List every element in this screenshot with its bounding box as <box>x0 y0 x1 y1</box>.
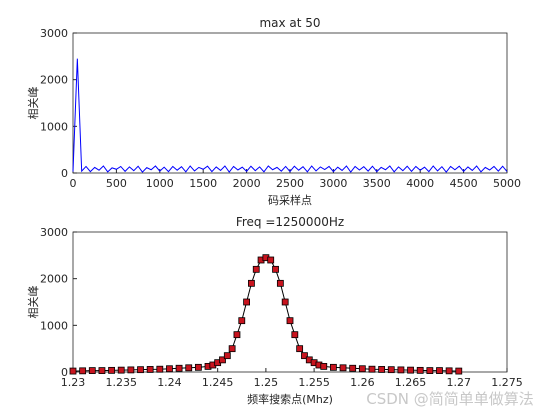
x-tick-label: 1.27 <box>447 376 472 389</box>
data-marker <box>175 364 183 372</box>
data-marker <box>267 256 275 264</box>
x-tick-label: 3000 <box>319 177 347 190</box>
x-tick-label: 4000 <box>406 177 434 190</box>
data-marker <box>387 366 395 374</box>
data-marker <box>436 367 443 375</box>
data-marker <box>219 356 226 364</box>
x-tick-label: 5000 <box>493 177 521 190</box>
axes-box <box>72 231 508 373</box>
y-tick-label: 0 <box>61 167 68 180</box>
data-marker <box>223 352 231 360</box>
data-line <box>72 58 508 173</box>
x-tick-label: 1.24 <box>157 376 182 389</box>
data-marker <box>79 367 87 375</box>
data-marker <box>407 366 414 374</box>
x-tick-label: 4500 <box>450 177 478 190</box>
x-tick-label: 1.275 <box>491 376 523 389</box>
x-axis-label: 频率搜索点(Mhz) <box>247 392 333 406</box>
data-marker <box>329 363 337 371</box>
data-marker <box>127 366 135 374</box>
x-tick-label: 3500 <box>363 177 391 190</box>
data-marker <box>349 364 357 372</box>
x-tick-label: 2500 <box>276 177 304 190</box>
data-marker <box>416 366 424 374</box>
x-tick-label: 1.235 <box>105 376 137 389</box>
data-marker <box>137 366 144 374</box>
data-marker <box>248 279 255 287</box>
data-marker <box>156 365 164 373</box>
x-tick-label: 2000 <box>233 177 261 190</box>
data-marker <box>185 364 193 372</box>
data-marker <box>281 298 289 306</box>
y-tick-label: 1000 <box>40 120 68 133</box>
x-tick-label: 1500 <box>189 177 217 190</box>
data-marker <box>228 345 236 353</box>
data-marker <box>301 352 308 360</box>
data-marker <box>194 363 202 371</box>
x-tick-label: 500 <box>106 177 127 190</box>
data-marker <box>296 345 304 353</box>
chart-title: Freq =1250000Hz <box>236 215 344 229</box>
data-marker <box>243 298 251 306</box>
chart-title: max at 50 <box>259 16 320 30</box>
data-marker <box>146 366 154 373</box>
x-axis-label: 码采样点 <box>268 193 312 207</box>
data-marker <box>238 317 246 325</box>
data-marker <box>272 265 279 273</box>
x-tick-label: 0 <box>70 177 77 190</box>
y-tick-label: 2000 <box>40 74 68 87</box>
data-marker <box>358 365 366 373</box>
data-marker <box>397 366 405 374</box>
y-tick-label: 1000 <box>40 319 68 332</box>
data-marker <box>455 367 463 375</box>
y-axis-label: 相关峰 <box>26 286 40 319</box>
x-tick-label: 1.26 <box>350 376 375 389</box>
y-axis-label: 相关峰 <box>26 87 40 120</box>
data-marker <box>108 366 115 374</box>
data-marker <box>166 365 173 373</box>
axes-box <box>72 32 508 174</box>
data-marker <box>117 366 125 374</box>
data-marker <box>339 364 347 372</box>
data-marker <box>445 367 453 375</box>
y-tick-label: 2000 <box>40 273 68 286</box>
x-tick-label: 1000 <box>146 177 174 190</box>
data-marker <box>320 362 328 370</box>
data-marker <box>69 367 77 375</box>
watermark: CSDN @简简单单做算法 <box>366 390 534 408</box>
data-marker <box>98 367 106 375</box>
x-tick-label: 1.255 <box>298 376 330 389</box>
data-marker <box>233 331 241 339</box>
data-marker <box>88 367 96 375</box>
y-tick-label: 3000 <box>40 27 68 40</box>
y-tick-label: 0 <box>61 366 68 379</box>
data-marker <box>252 265 260 273</box>
y-tick-label: 3000 <box>40 226 68 239</box>
x-tick-label: 1.23 <box>61 376 86 389</box>
x-tick-label: 1.25 <box>254 376 279 389</box>
x-tick-label: 1.245 <box>202 376 234 389</box>
data-marker <box>276 279 284 287</box>
data-marker <box>426 367 434 375</box>
data-marker <box>291 331 299 339</box>
x-tick-label: 1.265 <box>395 376 427 389</box>
data-marker <box>286 317 294 325</box>
data-marker <box>378 366 386 373</box>
data-marker <box>368 365 376 373</box>
